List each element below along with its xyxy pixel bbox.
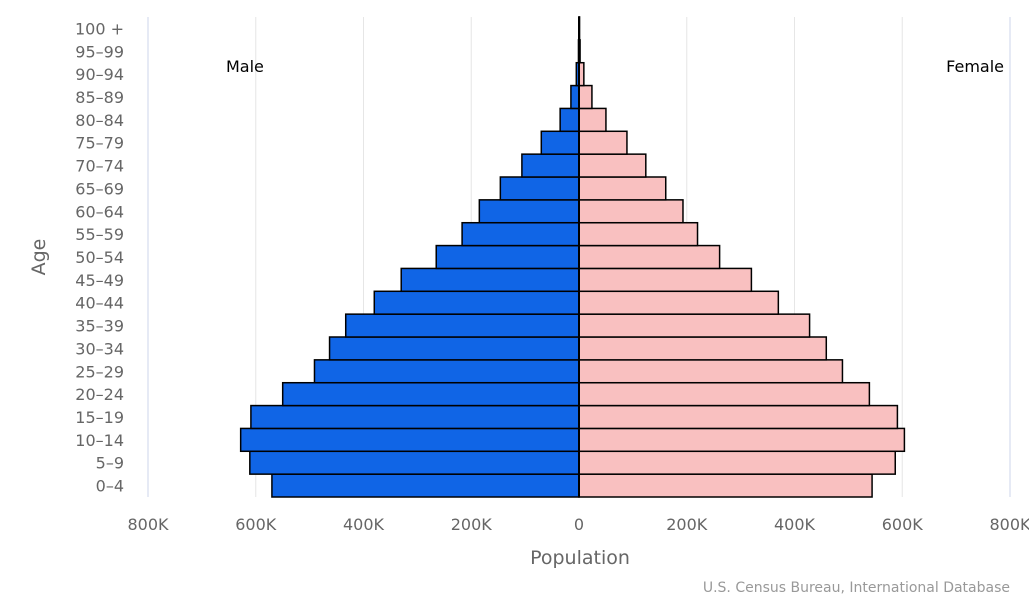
x-tick-label: 200K: [666, 515, 708, 534]
bar-female: [578, 221, 699, 247]
bar-female: [578, 84, 593, 110]
y-tick-label: 50–54: [75, 248, 124, 267]
bar-male: [313, 359, 580, 384]
y-tick-label: 15–19: [75, 408, 124, 427]
x-tick-label: 800K: [989, 515, 1029, 534]
bar-female: [578, 381, 871, 407]
bar-female: [578, 153, 647, 178]
bar-male: [521, 153, 580, 178]
bar-male: [249, 450, 580, 475]
x-tick-labels: 800K 600K 400K 200K 0 200K 400K 600K 800K: [127, 515, 1029, 534]
y-tick-label: 0–4: [96, 477, 124, 496]
bar-male: [344, 313, 580, 338]
bar-male: [239, 427, 580, 453]
bar-male: [540, 130, 580, 155]
bar-male: [328, 336, 580, 361]
y-tick-label: 85–89: [75, 88, 124, 107]
bar-female: [578, 473, 873, 498]
bar-male: [373, 290, 580, 315]
bar-male: [461, 221, 580, 247]
y-tick-label: 60–64: [75, 202, 124, 221]
bar-female: [578, 450, 896, 475]
y-tick-labels: 0–4 5–9 10–14 15–19 20–24 25–29 30–34 35–39 40–4…: [75, 19, 124, 495]
bar-female: [578, 199, 684, 224]
y-tick-label: 70–74: [75, 157, 124, 176]
bar-female: [578, 427, 906, 453]
bar-male: [250, 404, 580, 430]
series-label-female: Female: [946, 57, 1004, 76]
y-tick-label: 35–39: [75, 317, 124, 336]
y-tick-label: 10–14: [75, 431, 124, 450]
x-tick-label: 600K: [235, 515, 277, 534]
y-tick-label: 55–59: [75, 225, 124, 244]
y-tick-label: 75–79: [75, 134, 124, 153]
bar-male: [478, 199, 580, 224]
bar-female: [578, 359, 844, 384]
y-axis-title: Age: [28, 239, 50, 276]
bar-female: [578, 290, 780, 315]
y-tick-label: 90–94: [75, 65, 124, 84]
y-tick-label: 5–9: [96, 454, 124, 473]
bar-female: [578, 244, 721, 270]
y-tick-label: 95–99: [75, 42, 124, 61]
bar-male: [499, 176, 580, 201]
x-tick-label: 0: [574, 515, 584, 534]
y-tick-label: 100 +: [75, 19, 124, 38]
bar-female: [578, 313, 811, 338]
bar-male: [570, 84, 580, 110]
x-axis-title: Population: [530, 547, 630, 569]
bar-male: [400, 267, 580, 293]
credit-text: U.S. Census Bureau, International Databa…: [703, 580, 1010, 596]
x-tick-label: 400K: [343, 515, 385, 534]
x-tick-label: 200K: [451, 515, 493, 534]
y-tick-label: 65–69: [75, 179, 124, 198]
bars: [239, 16, 906, 498]
bar-male: [435, 244, 580, 270]
y-tick-label: 25–29: [75, 362, 124, 381]
x-tick-label: 800K: [127, 515, 169, 534]
bar-female: [578, 107, 607, 133]
y-tick-label: 30–34: [75, 339, 124, 358]
x-tick-label: 400K: [774, 515, 816, 534]
bar-male: [271, 473, 580, 498]
bar-female: [578, 336, 828, 361]
y-tick-label: 40–44: [75, 294, 124, 313]
y-tick-label: 45–49: [75, 271, 124, 290]
bar-male: [281, 381, 580, 407]
y-tick-label: 20–24: [75, 385, 124, 404]
x-tick-label: 600K: [882, 515, 924, 534]
bar-female: [578, 404, 899, 430]
bar-female: [578, 130, 628, 155]
bar-male: [559, 107, 580, 133]
series-label-male: Male: [226, 57, 264, 76]
y-tick-label: 80–84: [75, 111, 124, 130]
bar-female: [578, 267, 753, 293]
bar-female: [578, 176, 667, 201]
